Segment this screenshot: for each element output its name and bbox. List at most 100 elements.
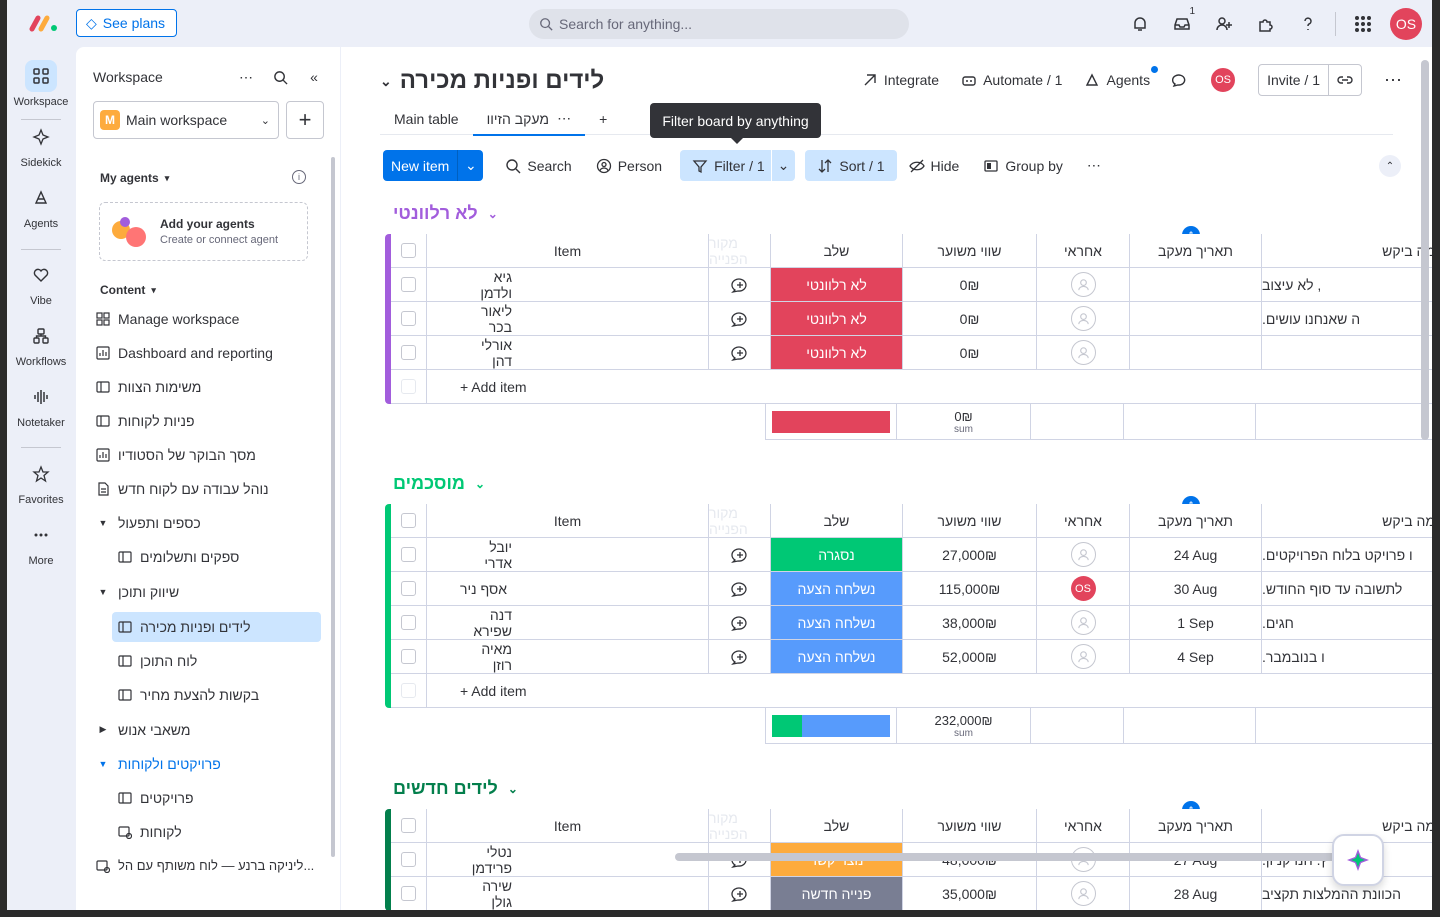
table-row[interactable]: שירה גולן פנייה חדשה 35,000₪ 28 Aug הכוונת ה… [391, 877, 1432, 910]
automate-button[interactable]: Automate / 1 [961, 72, 1062, 88]
column-header-request[interactable]: מה ביקש [1262, 504, 1432, 538]
add-update-icon[interactable] [709, 538, 771, 572]
add-item-input[interactable]: + Add item [427, 370, 1432, 404]
link-icon[interactable] [1329, 65, 1361, 95]
status-cell[interactable]: נסגרה [771, 538, 903, 572]
item-name[interactable]: שירה גולן [427, 877, 709, 910]
column-header-item[interactable]: Item [427, 234, 709, 268]
board-title[interactable]: לידים ופניות מכירה ⌄ [380, 67, 604, 95]
select-all-checkbox[interactable] [391, 234, 427, 268]
owner-cell[interactable] [1037, 336, 1130, 370]
user-avatar[interactable]: OS [1390, 8, 1422, 40]
sidebar-folder[interactable]: ▼ כספים ותפעול [96, 507, 342, 538]
request-cell[interactable] [1262, 336, 1432, 370]
more-options-icon[interactable]: ⋯ [239, 68, 253, 85]
add-update-icon[interactable] [709, 877, 771, 910]
status-summary[interactable] [765, 404, 897, 440]
rail-favorites[interactable]: Favorites [7, 458, 75, 506]
request-cell[interactable]: חגים. [1262, 606, 1432, 640]
board-member-avatar[interactable]: OS [1210, 67, 1237, 93]
my-agents-section[interactable]: My agents ▾ [100, 171, 169, 185]
table-row[interactable]: ליאור בכר לא רלוונטי 0₪ ה שאנחנו עושים. [391, 302, 1432, 336]
ai-assistant-button[interactable] [1332, 834, 1384, 886]
item-name[interactable]: ליאור בכר [427, 302, 709, 336]
sidebar-item-board[interactable]: בקשות להצעת מחיר [118, 679, 364, 710]
sidebar-item-board[interactable]: לקוחות [118, 816, 364, 847]
sidebar-item-current-board[interactable]: לידים ופניות מכירה [112, 612, 321, 642]
filter-dropdown-button[interactable]: ⌄ [771, 150, 796, 181]
content-section[interactable]: Content ▾ [100, 283, 156, 297]
new-item-button[interactable]: New item ⌄ [383, 150, 484, 181]
column-header-value[interactable]: שווי משוער [903, 809, 1037, 843]
status-cell[interactable]: לא רלוונטי [771, 302, 903, 336]
board-menu-icon[interactable]: ⋯ [1384, 69, 1402, 90]
add-update-icon[interactable] [709, 606, 771, 640]
request-cell[interactable]: ה שאנחנו עושים. [1262, 302, 1432, 336]
value-cell[interactable]: 38,000₪ [903, 606, 1037, 640]
status-cell[interactable]: לא רלוונטי [771, 336, 903, 370]
column-header-value[interactable]: שווי משוער [903, 234, 1037, 268]
add-agents-card[interactable]: Add your agents Create or connect agent [99, 202, 308, 261]
add-view-button[interactable]: + [585, 103, 621, 135]
item-name[interactable]: מאיה רוזן [427, 640, 709, 674]
see-plans-button[interactable]: ◇ See plans [76, 9, 177, 37]
rail-notetaker[interactable]: Notetaker [7, 381, 75, 429]
owner-cell[interactable] [1037, 640, 1130, 674]
add-update-icon[interactable] [709, 336, 771, 370]
updates-button[interactable] [1172, 72, 1188, 88]
sidebar-item-doc[interactable]: נוהל עבודה עם לקוח חדש [96, 473, 342, 504]
rail-workspace[interactable]: Workspace [7, 60, 75, 108]
help-icon[interactable] [1287, 8, 1329, 40]
agents-button[interactable]: Agents [1084, 66, 1159, 88]
column-header-date[interactable]: תאריך מעקב [1130, 234, 1262, 268]
request-cell[interactable]: ו פרויקט בלוח הפרויקטים. [1262, 538, 1432, 572]
column-header-owner[interactable]: אחראי [1037, 234, 1130, 268]
add-update-icon[interactable] [709, 572, 771, 606]
vertical-scrollbar[interactable] [1421, 60, 1429, 440]
global-search-input[interactable]: Search for anything... [529, 9, 909, 39]
sidebar-scrollbar[interactable] [331, 157, 335, 857]
inbox-icon[interactable]: 1 [1161, 6, 1203, 40]
app-switcher-icon[interactable] [1342, 8, 1384, 40]
table-row[interactable]: אסף ניר נשלחה הצעה 115,000₪ OS 30 Aug לתשובה … [391, 572, 1432, 606]
row-checkbox[interactable] [391, 572, 427, 606]
search-button[interactable]: Search [493, 150, 583, 181]
status-cell[interactable]: נשלחה הצעה [771, 640, 903, 674]
column-header-item[interactable]: Item [427, 809, 709, 843]
owner-cell[interactable] [1037, 877, 1130, 910]
status-cell[interactable]: לא רלוונטי [771, 268, 903, 302]
sidebar-item-board[interactable]: משימות הצוות [96, 371, 342, 402]
column-header-owner[interactable]: אחראי [1037, 504, 1130, 538]
sidebar-item-board[interactable]: לוח התוכן [118, 645, 364, 676]
rail-workflows[interactable]: Workflows [7, 320, 75, 368]
date-cell[interactable]: 1 Sep [1130, 606, 1262, 640]
table-row[interactable]: מאיה רוזן נשלחה הצעה 52,000₪ 4 Sep ו בנובמבר… [391, 640, 1432, 674]
value-cell[interactable]: 35,000₪ [903, 877, 1037, 910]
request-cell[interactable]: לתשובה עד סוף החודש. [1262, 572, 1432, 606]
column-header-date[interactable]: תאריך מעקב [1130, 504, 1262, 538]
collapse-sidebar-icon[interactable]: « [310, 69, 318, 85]
value-cell[interactable]: 0₪ [903, 302, 1037, 336]
column-header-date[interactable]: תאריך מעקב [1130, 809, 1262, 843]
column-header-request[interactable]: מה ביקש [1262, 234, 1432, 268]
rail-more[interactable]: More [7, 519, 75, 567]
status-summary[interactable] [765, 708, 897, 744]
status-cell[interactable]: נשלחה הצעה [771, 572, 903, 606]
rail-agents[interactable]: Agents [7, 182, 75, 230]
row-checkbox[interactable] [391, 843, 427, 877]
owner-cell[interactable] [1037, 302, 1130, 336]
search-icon[interactable] [270, 67, 290, 87]
select-all-checkbox[interactable] [391, 809, 427, 843]
bell-icon[interactable] [1119, 8, 1161, 40]
value-cell[interactable]: 115,000₪ [903, 572, 1037, 606]
owner-cell[interactable] [1037, 606, 1130, 640]
integrate-button[interactable]: Integrate [862, 72, 939, 88]
item-name[interactable]: גיא ולדמן [427, 268, 709, 302]
status-cell[interactable]: פנייה חדשה [771, 877, 903, 910]
table-row[interactable]: יובל אדרי נסגרה 27,000₪ 24 Aug ו פרויקט בלוח… [391, 538, 1432, 572]
column-header-owner[interactable]: אחראי [1037, 809, 1130, 843]
add-item-row[interactable]: + Add item [391, 674, 1432, 708]
column-header-stage[interactable]: שלב [771, 809, 903, 843]
item-name[interactable]: דנה שפירא [427, 606, 709, 640]
column-header-value[interactable]: שווי משוער [903, 504, 1037, 538]
